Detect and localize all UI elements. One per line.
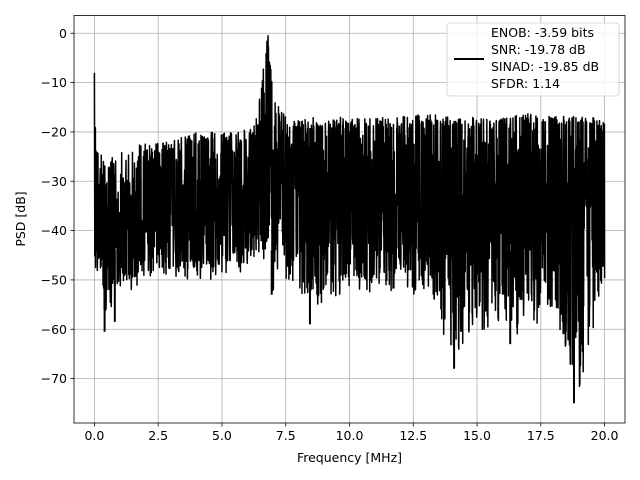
y-axis-label: PSD [dB]: [13, 191, 28, 246]
y-tick-label: 0: [59, 26, 67, 41]
x-tick-label: 5.0: [212, 428, 232, 443]
y-tick-label: −30: [41, 174, 67, 189]
x-tick-label: 20.0: [591, 428, 619, 443]
x-tick-label: 15.0: [463, 428, 491, 443]
legend-line-snr: SNR: -19.78 dB: [491, 42, 586, 57]
y-tick-label: −20: [41, 124, 67, 139]
x-axis: 0.0 2.5 5.0 7.5 10.0 12.5 15.0 17.5 20.0: [84, 423, 619, 443]
x-tick-label: 12.5: [399, 428, 427, 443]
y-tick-label: −60: [41, 322, 67, 337]
legend-line-sfdr: SFDR: 1.14: [491, 76, 560, 91]
y-tick-label: −40: [41, 223, 67, 238]
psd-series-line: [93, 35, 606, 388]
series-layer: [93, 35, 606, 404]
x-tick-label: 10.0: [336, 428, 364, 443]
x-tick-label: 2.5: [148, 428, 168, 443]
y-tick-label: −50: [41, 272, 67, 287]
y-tick-label: −70: [41, 371, 67, 386]
x-tick-label: 17.5: [527, 428, 555, 443]
x-tick-label: 0.0: [84, 428, 104, 443]
legend-line-sinad: SINAD: -19.85 dB: [491, 59, 599, 74]
x-tick-label: 7.5: [276, 428, 296, 443]
legend-box: [446, 22, 620, 97]
y-tick-label: −10: [41, 75, 67, 90]
legend-line-enob: ENOB: -3.59 bits: [491, 25, 594, 40]
legend: ENOB: -3.59 bits SNR: -19.78 dB SINAD: -…: [446, 22, 620, 97]
x-axis-label: Frequency [MHz]: [297, 450, 402, 465]
y-axis: 0 −10 −20 −30 −40 −50 −60 −70: [41, 26, 74, 386]
